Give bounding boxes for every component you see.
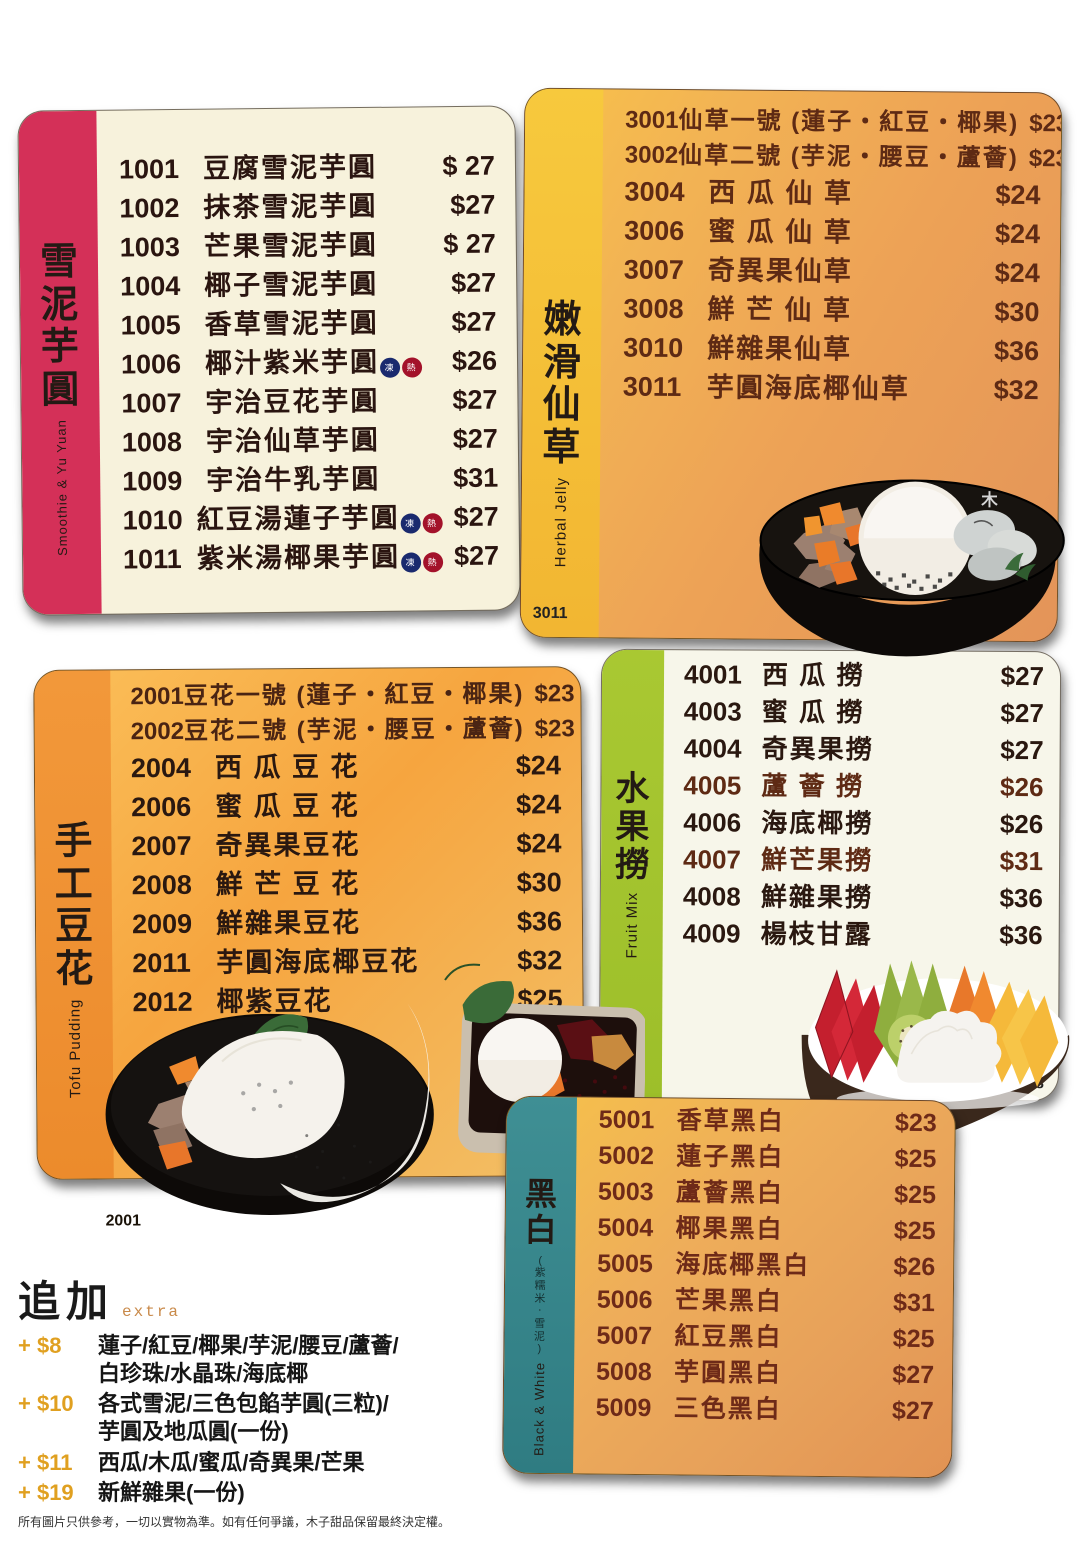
svg-text:2001: 2001 [106, 1213, 141, 1230]
svg-text:木: 木 [980, 489, 998, 509]
